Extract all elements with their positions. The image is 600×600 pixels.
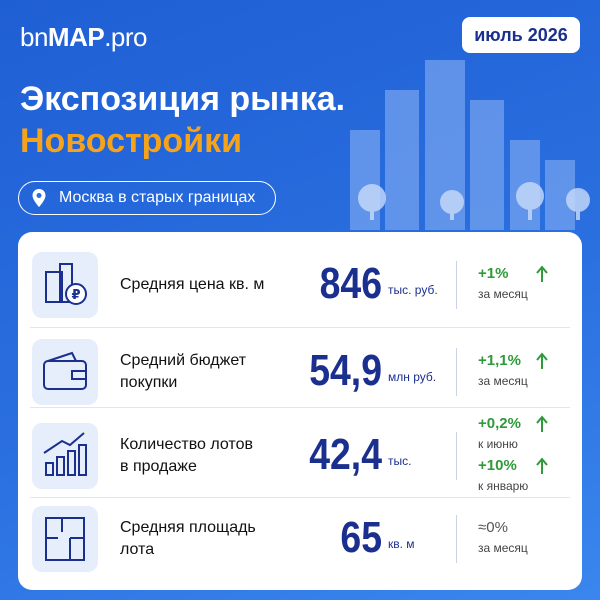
- change-period: за месяц: [478, 374, 528, 388]
- row-label: Средний бюджет: [120, 352, 247, 369]
- row-icon: [32, 506, 98, 572]
- up-arrow: [535, 265, 549, 288]
- row-label: Средняя площадь: [120, 519, 256, 536]
- date-badge: июль 2026: [462, 17, 580, 53]
- location-pill: Москва в старых границах: [18, 181, 276, 215]
- column-separator: [456, 432, 457, 480]
- column-separator: [456, 348, 457, 396]
- change-period: к январю: [478, 479, 529, 493]
- up-arrow: [535, 352, 549, 375]
- icon-graphic: [43, 351, 87, 390]
- column-separator: [456, 261, 457, 309]
- change-value: +10%: [478, 457, 517, 474]
- change-value: +1,1%: [478, 352, 521, 369]
- pin-icon: [32, 189, 46, 207]
- change-value: +1%: [478, 265, 509, 282]
- arrow-icon: [536, 265, 548, 282]
- title: Экспозиция рынка.: [20, 80, 346, 118]
- change-period: за месяц: [478, 287, 528, 301]
- row-divider: [30, 327, 570, 328]
- row-unit: тыс.: [388, 454, 412, 468]
- row-value: 65: [340, 513, 382, 562]
- date: июль 2026: [474, 24, 568, 45]
- icon-graphic: [43, 432, 87, 476]
- row-divider: [30, 497, 570, 498]
- row-icon: [32, 423, 98, 489]
- row-label: Средняя цена кв. м: [120, 276, 265, 293]
- card: [18, 232, 582, 590]
- logo: bnMAP.pro: [20, 22, 148, 53]
- icon-graphic: [45, 517, 85, 561]
- up-arrow: [535, 457, 549, 480]
- city-illustration: [350, 60, 590, 230]
- svg-text:₽: ₽: [71, 287, 80, 302]
- change-value: ≈0%: [478, 519, 508, 536]
- logo-part: bn: [20, 22, 48, 52]
- row-value: 54,9: [309, 346, 382, 395]
- up-arrow: [535, 415, 549, 438]
- row-label: покупки: [120, 374, 178, 391]
- arrow-icon: [536, 415, 548, 432]
- row-label: Количество лотов: [120, 436, 253, 453]
- change-period: к июню: [478, 437, 518, 451]
- row-label: лота: [120, 541, 155, 558]
- change-period: за месяц: [478, 541, 528, 555]
- logo-part: .pro: [104, 22, 148, 52]
- subtitle: Новостройки: [20, 122, 243, 160]
- column-separator: [456, 515, 457, 563]
- location: Москва в старых границах: [59, 189, 256, 206]
- change-value: +0,2%: [478, 415, 521, 432]
- logo-part: MAP: [47, 22, 105, 52]
- row-icon: [32, 339, 98, 405]
- arrow-icon: [536, 352, 548, 369]
- row-divider: [30, 407, 570, 408]
- row-icon: ₽: [32, 252, 98, 318]
- row-label: в продаже: [120, 458, 197, 475]
- row-unit: кв. м: [388, 537, 415, 551]
- row-value: 846: [319, 259, 382, 308]
- arrow-icon: [536, 457, 548, 474]
- icon-graphic: ₽: [45, 263, 87, 305]
- row-unit: тыс. руб.: [388, 283, 438, 297]
- row-unit: млн руб.: [388, 370, 437, 384]
- row-value: 42,4: [309, 430, 382, 479]
